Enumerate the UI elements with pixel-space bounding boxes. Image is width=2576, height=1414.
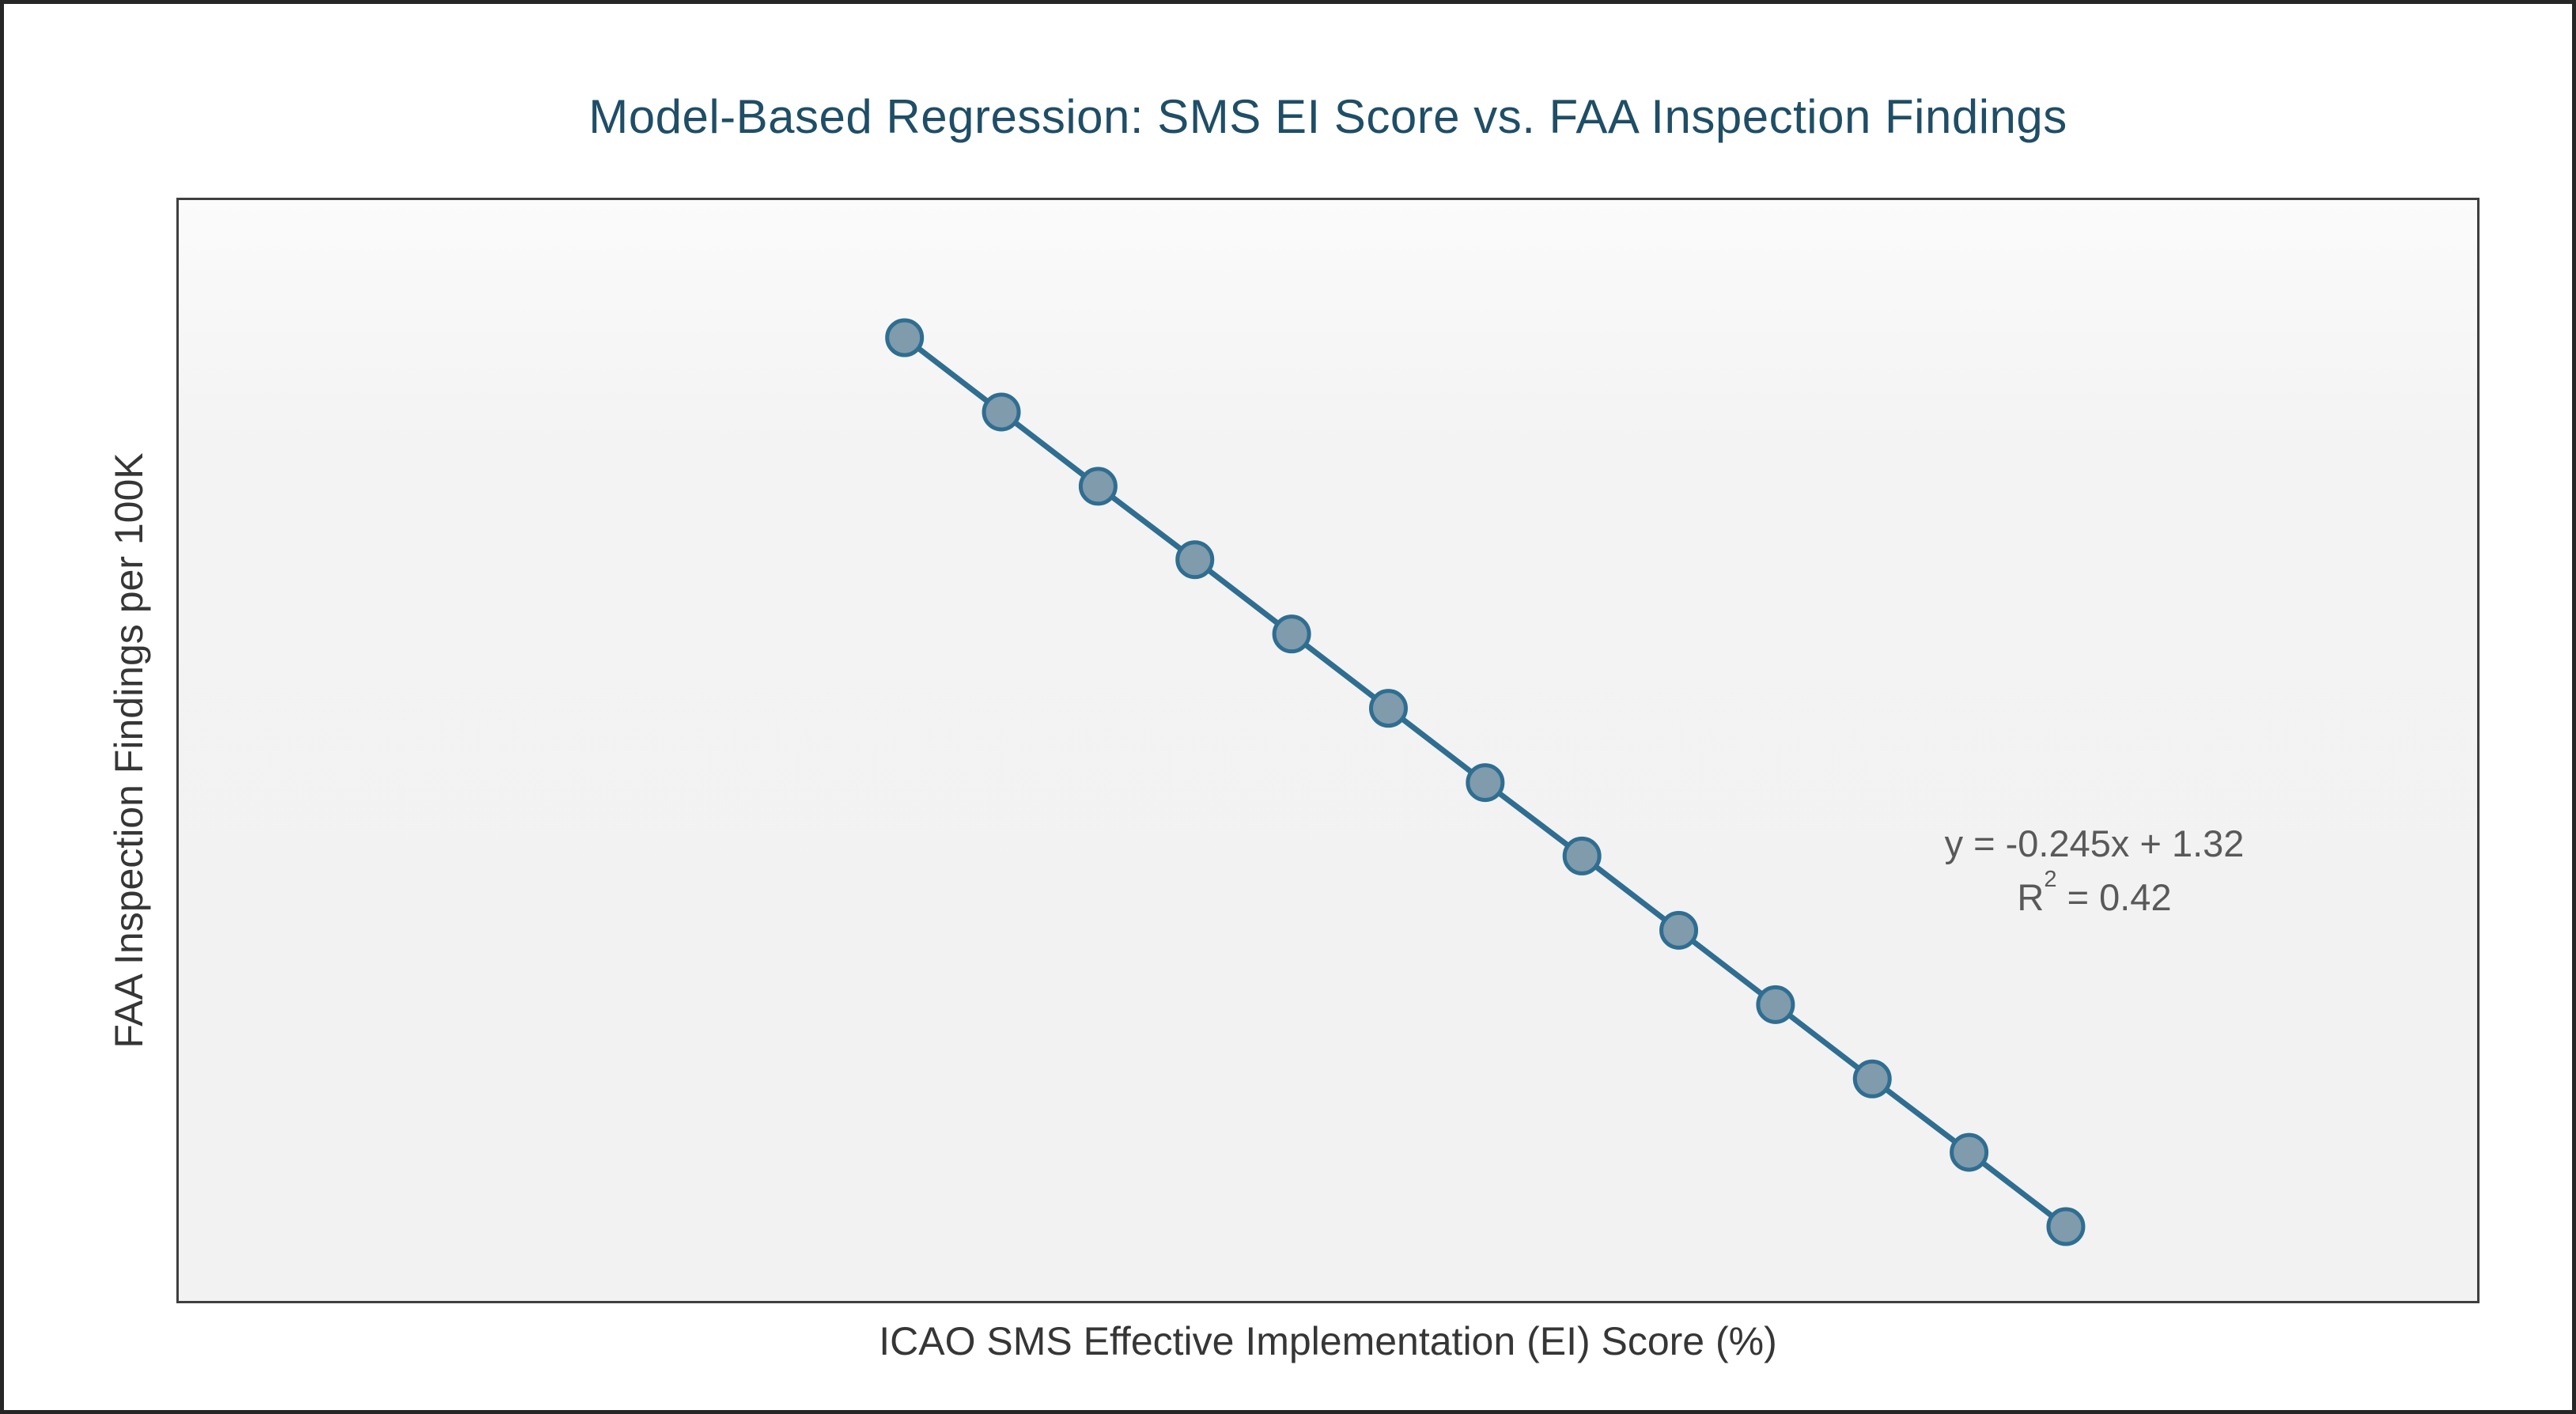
data-point-marker (1562, 836, 1602, 875)
data-point-marker (982, 392, 1021, 432)
data-point-marker (1852, 1059, 1892, 1098)
data-point-marker (1950, 1132, 1989, 1172)
data-point-marker (885, 318, 925, 357)
r-squared-base: R (2017, 876, 2045, 919)
x-axis-label: ICAO SMS Effective Implementation (EI) S… (879, 1319, 1777, 1363)
regression-series-svg (885, 318, 2086, 1246)
data-point-marker (1659, 910, 1699, 950)
r-squared-exponent: 2 (2044, 867, 2057, 893)
r-squared-value: = 0.42 (2056, 876, 2172, 919)
data-point-marker (1175, 540, 1215, 580)
plot-area: y = -0.245x + 1.32 R2 = 0.42 (176, 198, 2480, 1303)
y-axis-label-text: FAA Inspection Findings per 100K (107, 452, 151, 1049)
data-point-marker (1756, 985, 1795, 1024)
r-squared-line: R2 = 0.42 (1945, 868, 2245, 924)
data-point-marker (1466, 763, 1505, 803)
data-point-marker (1368, 689, 1408, 728)
regression-equation: y = -0.245x + 1.32 (1944, 822, 2245, 864)
data-point-marker (2046, 1207, 2086, 1246)
data-point-marker (1272, 614, 1311, 654)
regression-annotation: y = -0.245x + 1.32 R2 = 0.42 (1945, 817, 2245, 924)
data-point-marker (1078, 467, 1118, 506)
chart-title: Model-Based Regression: SMS EI Score vs.… (588, 90, 2067, 143)
